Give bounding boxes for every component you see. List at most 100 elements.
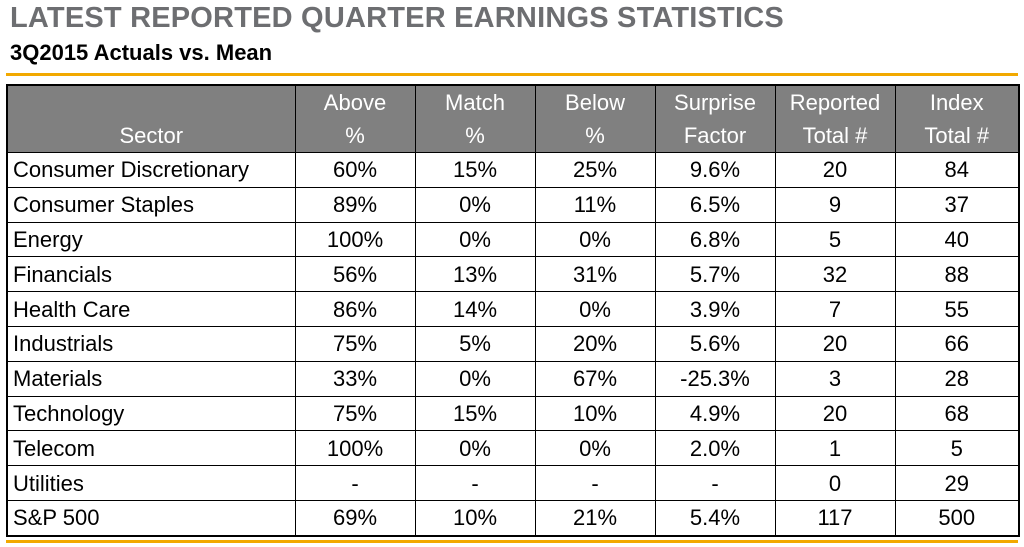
cell-above-pct: 60% — [294, 152, 416, 188]
cell-index-total: 88 — [894, 256, 1020, 293]
cell-below-pct: - — [534, 465, 656, 501]
table-body: Consumer Discretionary 60% 15% 25% 9.6% 20 84 C… — [6, 152, 1020, 537]
cell-index-total: 68 — [894, 395, 1020, 432]
cell-index-total: 84 — [894, 152, 1020, 188]
cell-reported-total: 7 — [774, 291, 896, 327]
cell-index-total: 29 — [894, 465, 1020, 501]
cell-reported-total: 5 — [774, 221, 896, 258]
cell-below-pct: 67% — [534, 360, 656, 397]
cell-sector: Energy — [6, 221, 296, 258]
header-below: Below% — [534, 84, 656, 153]
table-row: Health Care 86% 14% 0% 3.9% 7 55 — [6, 291, 1020, 327]
table-row: Utilities - - - -0 29 — [6, 465, 1020, 501]
cell-reported-total: 20 — [774, 152, 896, 188]
cell-below-pct: 21% — [534, 499, 656, 537]
cell-reported-total: 3 — [774, 360, 896, 397]
cell-match-pct: - — [414, 465, 536, 501]
table-row: Technology 75% 15% 10% 4.9% 20 68 — [6, 395, 1020, 432]
bottom-accent-rule — [6, 540, 1018, 543]
cell-match-pct: 10% — [414, 499, 536, 537]
cell-match-pct: 15% — [414, 152, 536, 188]
cell-index-total: 28 — [894, 360, 1020, 397]
header-above: Above% — [294, 84, 416, 153]
table-row: S&P 500 69% 10% 21% 5.4% 117 500 — [6, 499, 1020, 537]
cell-sector: Consumer Staples — [6, 186, 296, 223]
cell-sector: S&P 500 — [6, 499, 296, 537]
cell-above-pct: 56% — [294, 256, 416, 293]
cell-reported-total: 0 — [774, 465, 896, 501]
cell-above-pct: - — [294, 465, 416, 501]
cell-reported-total: 117 — [774, 499, 896, 537]
cell-sector: Financials — [6, 256, 296, 293]
cell-sector: Telecom — [6, 430, 296, 467]
cell-below-pct: 0% — [534, 291, 656, 327]
cell-surprise-factor: 6.5% — [654, 186, 776, 223]
cell-surprise-factor: -25.3% — [654, 360, 776, 397]
cell-below-pct: 0% — [534, 430, 656, 467]
cell-sector: Materials — [6, 360, 296, 397]
cell-above-pct: 75% — [294, 325, 416, 362]
cell-match-pct: 5% — [414, 325, 536, 362]
cell-surprise-factor: 9.6% — [654, 152, 776, 188]
cell-above-pct: 75% — [294, 395, 416, 432]
cell-reported-total: 1 — [774, 430, 896, 467]
table-row: Consumer Discretionary 60% 15% 25% 9.6% 20 84 — [6, 152, 1020, 188]
top-accent-rule — [6, 73, 1018, 76]
table-row: Energy 100% 0% 0% 6.8% 5 40 — [6, 221, 1020, 258]
cell-surprise-factor: 2.0% — [654, 430, 776, 467]
header-reported-total: Reported Total # — [774, 84, 896, 153]
cell-sector: Health Care — [6, 291, 296, 327]
cell-above-pct: 89% — [294, 186, 416, 223]
cell-above-pct: 100% — [294, 221, 416, 258]
cell-sector: Industrials — [6, 325, 296, 362]
cell-above-pct: 86% — [294, 291, 416, 327]
cell-sector: Technology — [6, 395, 296, 432]
table-row: Telecom 100% 0% 0% 2.0% 1 5 — [6, 430, 1020, 467]
cell-below-pct: 0% — [534, 221, 656, 258]
cell-surprise-factor: 5.6% — [654, 325, 776, 362]
header-surprise-factor: Surprise Factor — [654, 84, 776, 153]
header-index-total: Index Total # — [894, 84, 1020, 153]
cell-match-pct: 14% — [414, 291, 536, 327]
cell-below-pct: 25% — [534, 152, 656, 188]
cell-match-pct: 13% — [414, 256, 536, 293]
cell-surprise-factor: - — [654, 465, 776, 501]
table-row: Industrials 75% 5% 20% 5.6% 20 66 — [6, 325, 1020, 362]
cell-surprise-factor: 3.9% — [654, 291, 776, 327]
cell-above-pct: 69% — [294, 499, 416, 537]
cell-surprise-factor: 4.9% — [654, 395, 776, 432]
table-header-row: Sector Above% Match% Below% Surprise Fact… — [6, 84, 1020, 153]
cell-index-total: 500 — [894, 499, 1020, 537]
cell-above-pct: 100% — [294, 430, 416, 467]
cell-match-pct: 0% — [414, 186, 536, 223]
cell-below-pct: 11% — [534, 186, 656, 223]
cell-index-total: 55 — [894, 291, 1020, 327]
cell-surprise-factor: 6.8% — [654, 221, 776, 258]
cell-sector: Utilities — [6, 465, 296, 501]
page-title: LATEST REPORTED QUARTER EARNINGS STATIST… — [10, 2, 784, 34]
cell-index-total: 40 — [894, 221, 1020, 258]
table-row: Materials 33% 0% 67% -25.3% 3 28 — [6, 360, 1020, 397]
table-row: Financials 56% 13% 31% 5.7% 32 88 — [6, 256, 1020, 293]
cell-below-pct: 31% — [534, 256, 656, 293]
table-row: Consumer Staples 89% 0% 11% 6.5% 9 37 — [6, 186, 1020, 223]
cell-reported-total: 20 — [774, 325, 896, 362]
cell-surprise-factor: 5.4% — [654, 499, 776, 537]
cell-index-total: 5 — [894, 430, 1020, 467]
cell-match-pct: 0% — [414, 221, 536, 258]
cell-match-pct: 15% — [414, 395, 536, 432]
cell-sector: Consumer Discretionary — [6, 152, 296, 188]
header-sector: Sector — [6, 84, 296, 153]
cell-above-pct: 33% — [294, 360, 416, 397]
cell-reported-total: 20 — [774, 395, 896, 432]
cell-index-total: 66 — [894, 325, 1020, 362]
page-subtitle: 3Q2015 Actuals vs. Mean — [10, 40, 273, 65]
earnings-statistics-table: Sector Above% Match% Below% Surprise Fact… — [6, 84, 1020, 537]
header-match: Match% — [414, 84, 536, 153]
cell-reported-total: 32 — [774, 256, 896, 293]
cell-reported-total: 9 — [774, 186, 896, 223]
cell-below-pct: 20% — [534, 325, 656, 362]
cell-surprise-factor: 5.7% — [654, 256, 776, 293]
cell-match-pct: 0% — [414, 360, 536, 397]
cell-below-pct: 10% — [534, 395, 656, 432]
